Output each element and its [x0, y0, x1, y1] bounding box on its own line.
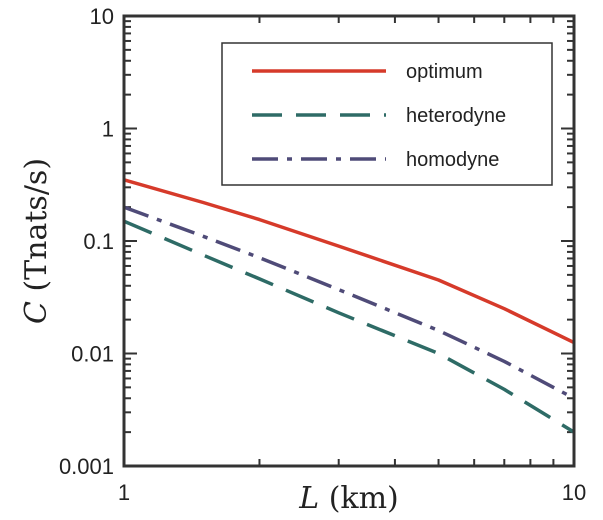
plot-frame — [122, 14, 576, 468]
legend-label-optimum: optimum — [406, 61, 483, 83]
legend-label-heterodyne: heterodyne — [406, 105, 506, 127]
series-layer — [123, 178, 575, 434]
x-tick-label: 1 — [118, 480, 130, 505]
legend: optimum heterodyne homodyne — [221, 42, 553, 186]
axis-labels: L (km) C (Tnats/s) — [19, 158, 399, 516]
x-axis-unit: (km) — [319, 481, 399, 516]
x-axis-label: L (km) — [298, 481, 399, 516]
y-tick-label: 0.001 — [59, 454, 114, 479]
series-line-homodyne — [123, 205, 575, 400]
x-tick-label: 10 — [562, 480, 586, 505]
y-tick-label: 10 — [90, 4, 114, 29]
series-line-heterodyne — [123, 219, 575, 434]
y-tick-label: 0.01 — [71, 342, 114, 367]
y-tick-label: 0.1 — [83, 229, 114, 254]
legend-label-homodyne: homodyne — [406, 149, 499, 171]
y-axis-variable: C — [19, 301, 54, 324]
series-line-optimum — [123, 178, 575, 345]
y-axis-label: C (Tnats/s) — [19, 158, 54, 324]
legend-items: optimum heterodyne homodyne — [252, 61, 506, 171]
y-axis-unit: (Tnats/s) — [19, 158, 54, 301]
x-axis-variable: L — [298, 481, 319, 516]
y-tick-label: 1 — [102, 117, 114, 142]
tick-labels: 0.001 0.01 0.1 1 10 1 10 — [59, 4, 586, 505]
